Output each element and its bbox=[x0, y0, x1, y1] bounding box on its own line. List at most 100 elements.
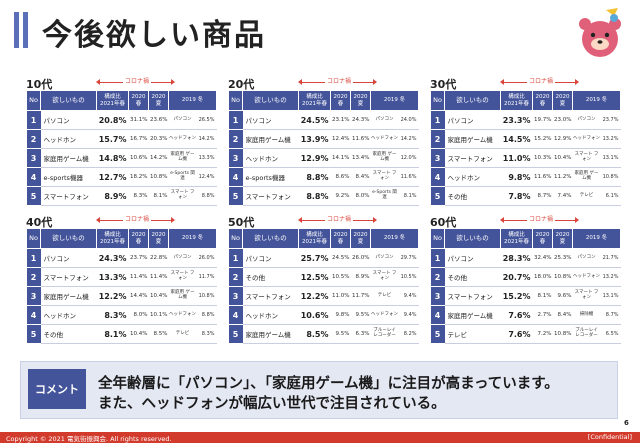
column-header-y2020s: 2020 春 bbox=[330, 228, 351, 249]
table-row: 2 その他 12.5% 10.5% 8.9% スマート フォン 10.5% bbox=[228, 267, 419, 287]
cell-no: 1 bbox=[26, 248, 41, 268]
cell-s: 19.7% bbox=[532, 110, 553, 130]
table-row: 1 パソコン 28.3% 32.4% 25.3% パソコン 21.7% bbox=[430, 248, 621, 268]
page-number: 6 bbox=[624, 419, 629, 427]
cell-p19: 13.1% bbox=[600, 148, 621, 168]
cell-m: 8.5% bbox=[148, 324, 169, 344]
cell-share: 8.8% bbox=[298, 186, 331, 206]
cell-s: 23.7% bbox=[128, 248, 149, 268]
cell-p19: 29.7% bbox=[398, 248, 419, 268]
cell-rank19: 家庭用 ゲーム機 bbox=[168, 148, 197, 168]
column-header-share: 構成比 2021年春 bbox=[298, 228, 331, 249]
cell-no: 1 bbox=[430, 110, 445, 130]
corona-arrow-right bbox=[575, 79, 579, 85]
cell-no: 5 bbox=[228, 324, 243, 344]
column-header-item: 欲しいもの bbox=[40, 228, 97, 249]
cell-s: 32.4% bbox=[532, 248, 553, 268]
cell-share: 8.1% bbox=[96, 324, 129, 344]
cell-rank19: テレビ bbox=[168, 324, 197, 344]
table-row: 3 家庭用ゲーム機 14.8% 10.6% 14.2% 家庭用 ゲーム機 13.3% bbox=[26, 148, 217, 168]
ranking-table: No 欲しいもの 構成比 2021年春 2020 春 2020 夏 2019 冬 1 パソコン… bbox=[228, 90, 419, 206]
cell-rank19: スマート フォン bbox=[572, 148, 601, 168]
table-row: 2 ヘッドホン 15.7% 16.7% 20.3% ヘッドフォン 14.2% bbox=[26, 129, 217, 149]
column-header-item: 欲しいもの bbox=[242, 228, 299, 249]
cell-m: 10.1% bbox=[148, 305, 169, 325]
cell-m: 10.4% bbox=[552, 148, 573, 168]
cell-no: 3 bbox=[430, 148, 445, 168]
cell-s: 12.4% bbox=[330, 129, 351, 149]
cell-m: 12.9% bbox=[552, 129, 573, 149]
cell-share: 20.7% bbox=[500, 267, 533, 287]
cell-no: 4 bbox=[430, 167, 445, 187]
table-row: 2 その他 20.7% 18.0% 10.8% ヘッドフォン 13.2% bbox=[430, 267, 621, 287]
column-header-no: No bbox=[228, 228, 243, 249]
cell-item: パソコン bbox=[444, 248, 501, 268]
cell-share: 9.8% bbox=[500, 167, 533, 187]
cell-item: テレビ bbox=[444, 324, 501, 344]
cell-s: 8.7% bbox=[532, 186, 553, 206]
cell-p19: 9.4% bbox=[398, 305, 419, 325]
cell-p19: 8.1% bbox=[398, 186, 419, 206]
cell-s: 10.3% bbox=[532, 148, 553, 168]
table-row: 1 パソコン 24.5% 23.1% 24.3% パソコン 24.0% bbox=[228, 110, 419, 130]
column-header-y2019: 2019 冬 bbox=[168, 90, 217, 111]
cell-m: 8.4% bbox=[350, 167, 371, 187]
cell-m: 25.3% bbox=[552, 248, 573, 268]
cell-p19: 14.2% bbox=[398, 129, 419, 149]
cell-share: 20.8% bbox=[96, 110, 129, 130]
cell-s: 31.1% bbox=[128, 110, 149, 130]
cell-s: 11.6% bbox=[532, 167, 553, 187]
cell-p19: 26.5% bbox=[196, 110, 217, 130]
column-header-y2020m: 2020 夏 bbox=[552, 228, 573, 249]
cell-m: 8.1% bbox=[148, 186, 169, 206]
cell-no: 3 bbox=[228, 286, 243, 306]
cell-rank19: パソコン bbox=[572, 248, 601, 268]
table-row: 4 ヘッドホン 9.8% 11.6% 11.2% 家庭用 ゲーム機 10.8% bbox=[430, 167, 621, 187]
ranking-table: No 欲しいもの 構成比 2021年春 2020 春 2020 夏 2019 冬 1 パソコン… bbox=[430, 228, 621, 344]
cell-item: その他 bbox=[40, 324, 97, 344]
cell-rank19: e-Sports 関連 bbox=[168, 167, 197, 187]
comment-line-1: 全年齢層に「パソコン」、「家庭用ゲーム機」に注目が高まっています。 bbox=[98, 376, 559, 392]
table-row: 3 スマートフォン 11.0% 10.3% 10.4% スマート フォン 13.1% bbox=[430, 148, 621, 168]
cell-no: 1 bbox=[228, 248, 243, 268]
cell-p19: 6.5% bbox=[600, 324, 621, 344]
cell-rank19: ヘッドフォン bbox=[370, 305, 399, 325]
column-header-share: 構成比 2021年春 bbox=[500, 90, 533, 111]
cell-m: 10.8% bbox=[552, 267, 573, 287]
copyright: Copyright © 2021 電気街振興会. All rights rese… bbox=[6, 435, 172, 443]
column-header-item: 欲しいもの bbox=[40, 90, 97, 111]
cell-m: 6.3% bbox=[350, 324, 371, 344]
footer-bar: Copyright © 2021 電気街振興会. All rights rese… bbox=[0, 432, 640, 443]
cell-share: 24.5% bbox=[298, 110, 331, 130]
cell-no: 4 bbox=[228, 167, 243, 187]
table-row: 1 パソコン 25.7% 24.5% 26.0% パソコン 29.7% bbox=[228, 248, 419, 268]
table-row: 4 ヘッドホン 10.6% 9.8% 9.5% ヘッドフォン 9.4% bbox=[228, 305, 419, 325]
cell-share: 11.0% bbox=[500, 148, 533, 168]
cell-s: 18.0% bbox=[532, 267, 553, 287]
cell-item: パソコン bbox=[444, 110, 501, 130]
title-accent-bar bbox=[14, 12, 19, 48]
column-header-item: 欲しいもの bbox=[444, 228, 501, 249]
corona-label: コロナ禍 bbox=[325, 76, 354, 85]
cell-s: 11.0% bbox=[330, 286, 351, 306]
cell-s: 11.4% bbox=[128, 267, 149, 287]
cell-rank19: 家庭用 ゲーム機 bbox=[370, 148, 399, 168]
cell-m: 22.8% bbox=[148, 248, 169, 268]
cell-rank19: テレビ bbox=[370, 286, 399, 306]
cell-rank19: ヘッドフォン bbox=[572, 129, 601, 149]
cell-m: 11.6% bbox=[350, 129, 371, 149]
cell-rank19: スマート フォン bbox=[572, 286, 601, 306]
page-title: 今後欲しい商品 bbox=[42, 18, 266, 53]
corona-label: コロナ禍 bbox=[123, 214, 152, 223]
cell-item: ヘッドホン bbox=[242, 305, 299, 325]
column-header-y2019: 2019 冬 bbox=[370, 90, 419, 111]
cell-share: 14.5% bbox=[500, 129, 533, 149]
column-header-item: 欲しいもの bbox=[242, 90, 299, 111]
cell-p19: 8.2% bbox=[398, 324, 419, 344]
cell-p19: 8.3% bbox=[196, 324, 217, 344]
cell-share: 13.3% bbox=[96, 267, 129, 287]
cell-item: e-sports機器 bbox=[242, 167, 299, 187]
table-row: 4 e-sports機器 12.7% 18.2% 10.8% e-Sports 関連 12.… bbox=[26, 167, 217, 187]
column-header-y2020m: 2020 夏 bbox=[148, 90, 169, 111]
cell-item: 家庭用ゲーム機 bbox=[242, 129, 299, 149]
